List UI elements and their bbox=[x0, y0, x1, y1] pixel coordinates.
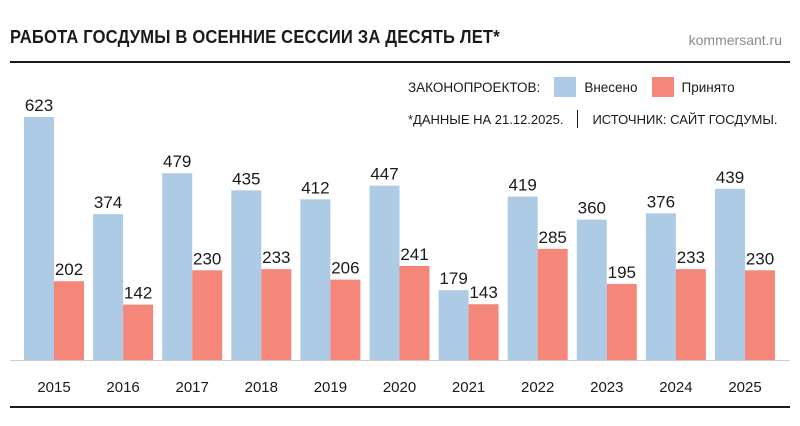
chart-title: РАБОТА ГОСДУМЫ В ОСЕННИЕ СЕССИИ ЗА ДЕСЯТ… bbox=[10, 27, 500, 47]
value-label-introduced-2015: 623 bbox=[25, 96, 53, 115]
x-tick-label-2019: 2019 bbox=[314, 379, 347, 396]
bar-adopted-2022 bbox=[537, 248, 568, 360]
value-label-adopted-2015: 202 bbox=[55, 260, 83, 279]
bar-introduced-2019 bbox=[300, 199, 331, 360]
bar-adopted-2023 bbox=[606, 283, 637, 360]
value-label-introduced-2020: 447 bbox=[370, 165, 398, 184]
x-tick-label-2016: 2016 bbox=[106, 379, 139, 396]
value-label-adopted-2017: 230 bbox=[193, 249, 221, 268]
footnote-source: ИСТОЧНИК: САЙТ ГОСДУМЫ. bbox=[592, 111, 778, 127]
legend-swatch-adopted bbox=[651, 77, 674, 97]
bar-adopted-2025 bbox=[745, 270, 775, 360]
value-label-introduced-2018: 435 bbox=[232, 169, 260, 188]
source-site: kommersant.ru bbox=[688, 32, 782, 48]
value-label-adopted-2021: 143 bbox=[469, 283, 497, 302]
value-label-introduced-2024: 376 bbox=[647, 192, 675, 211]
bar-adopted-2019 bbox=[330, 279, 361, 360]
value-label-introduced-2019: 412 bbox=[301, 178, 329, 197]
value-label-introduced-2025: 439 bbox=[716, 168, 744, 187]
x-tick-label-2025: 2025 bbox=[728, 379, 761, 396]
value-label-introduced-2022: 419 bbox=[509, 176, 537, 195]
bar-introduced-2017 bbox=[162, 173, 193, 360]
value-label-adopted-2024: 233 bbox=[677, 248, 705, 267]
legend-label-adopted: Принято bbox=[681, 79, 735, 95]
bar-adopted-2024 bbox=[675, 269, 706, 360]
value-label-adopted-2025: 230 bbox=[746, 249, 774, 268]
legend: ЗАКОНОПРОЕКТОВ: Внесено Принято bbox=[408, 76, 735, 98]
bar-introduced-2015 bbox=[24, 117, 54, 360]
value-label-adopted-2016: 142 bbox=[124, 284, 152, 303]
bar-adopted-2015 bbox=[54, 281, 84, 360]
value-label-introduced-2017: 479 bbox=[163, 152, 191, 171]
bar-introduced-2016 bbox=[93, 214, 124, 360]
bar-introduced-2023 bbox=[576, 219, 607, 360]
bar-introduced-2020 bbox=[369, 185, 400, 360]
legend-swatch-introduced bbox=[554, 77, 577, 97]
top-rule bbox=[10, 61, 790, 63]
bar-adopted-2017 bbox=[192, 270, 223, 360]
x-tick-label-2020: 2020 bbox=[383, 379, 416, 396]
value-label-introduced-2023: 360 bbox=[578, 199, 606, 218]
x-tick-label-2024: 2024 bbox=[659, 379, 692, 396]
x-tick-label-2023: 2023 bbox=[590, 379, 623, 396]
value-label-adopted-2023: 195 bbox=[608, 263, 636, 282]
footnote-date: *ДАННЫЕ НА 21.12.2025. bbox=[408, 111, 564, 127]
x-tick-label-2017: 2017 bbox=[176, 379, 209, 396]
x-tick-label-2018: 2018 bbox=[245, 379, 278, 396]
x-tick-label-2021: 2021 bbox=[452, 379, 485, 396]
footnote: *ДАННЫЕ НА 21.12.2025. ИСТОЧНИК: САЙТ ГО… bbox=[408, 110, 777, 128]
bar-introduced-2022 bbox=[507, 196, 538, 360]
legend-prefix: ЗАКОНОПРОЕКТОВ: bbox=[408, 79, 541, 95]
bar-adopted-2016 bbox=[123, 304, 154, 360]
bar-adopted-2021 bbox=[468, 304, 499, 360]
value-label-introduced-2021: 179 bbox=[439, 269, 467, 288]
bar-introduced-2024 bbox=[645, 213, 676, 360]
bar-adopted-2020 bbox=[399, 265, 430, 360]
x-tick-label-2015: 2015 bbox=[37, 379, 70, 396]
footnote-separator bbox=[577, 110, 579, 128]
legend-label-introduced: Внесено bbox=[584, 79, 638, 95]
value-label-adopted-2022: 285 bbox=[539, 228, 567, 247]
bar-introduced-2025 bbox=[715, 188, 745, 360]
x-tick-label-2022: 2022 bbox=[521, 379, 554, 396]
value-label-adopted-2019: 206 bbox=[331, 259, 359, 278]
value-label-introduced-2016: 374 bbox=[94, 193, 122, 212]
bar-adopted-2018 bbox=[261, 269, 292, 360]
value-label-adopted-2018: 233 bbox=[262, 248, 290, 267]
value-label-adopted-2020: 241 bbox=[400, 245, 428, 264]
bar-introduced-2021 bbox=[438, 290, 469, 360]
bottom-rule bbox=[10, 406, 790, 408]
bar-introduced-2018 bbox=[231, 190, 262, 360]
